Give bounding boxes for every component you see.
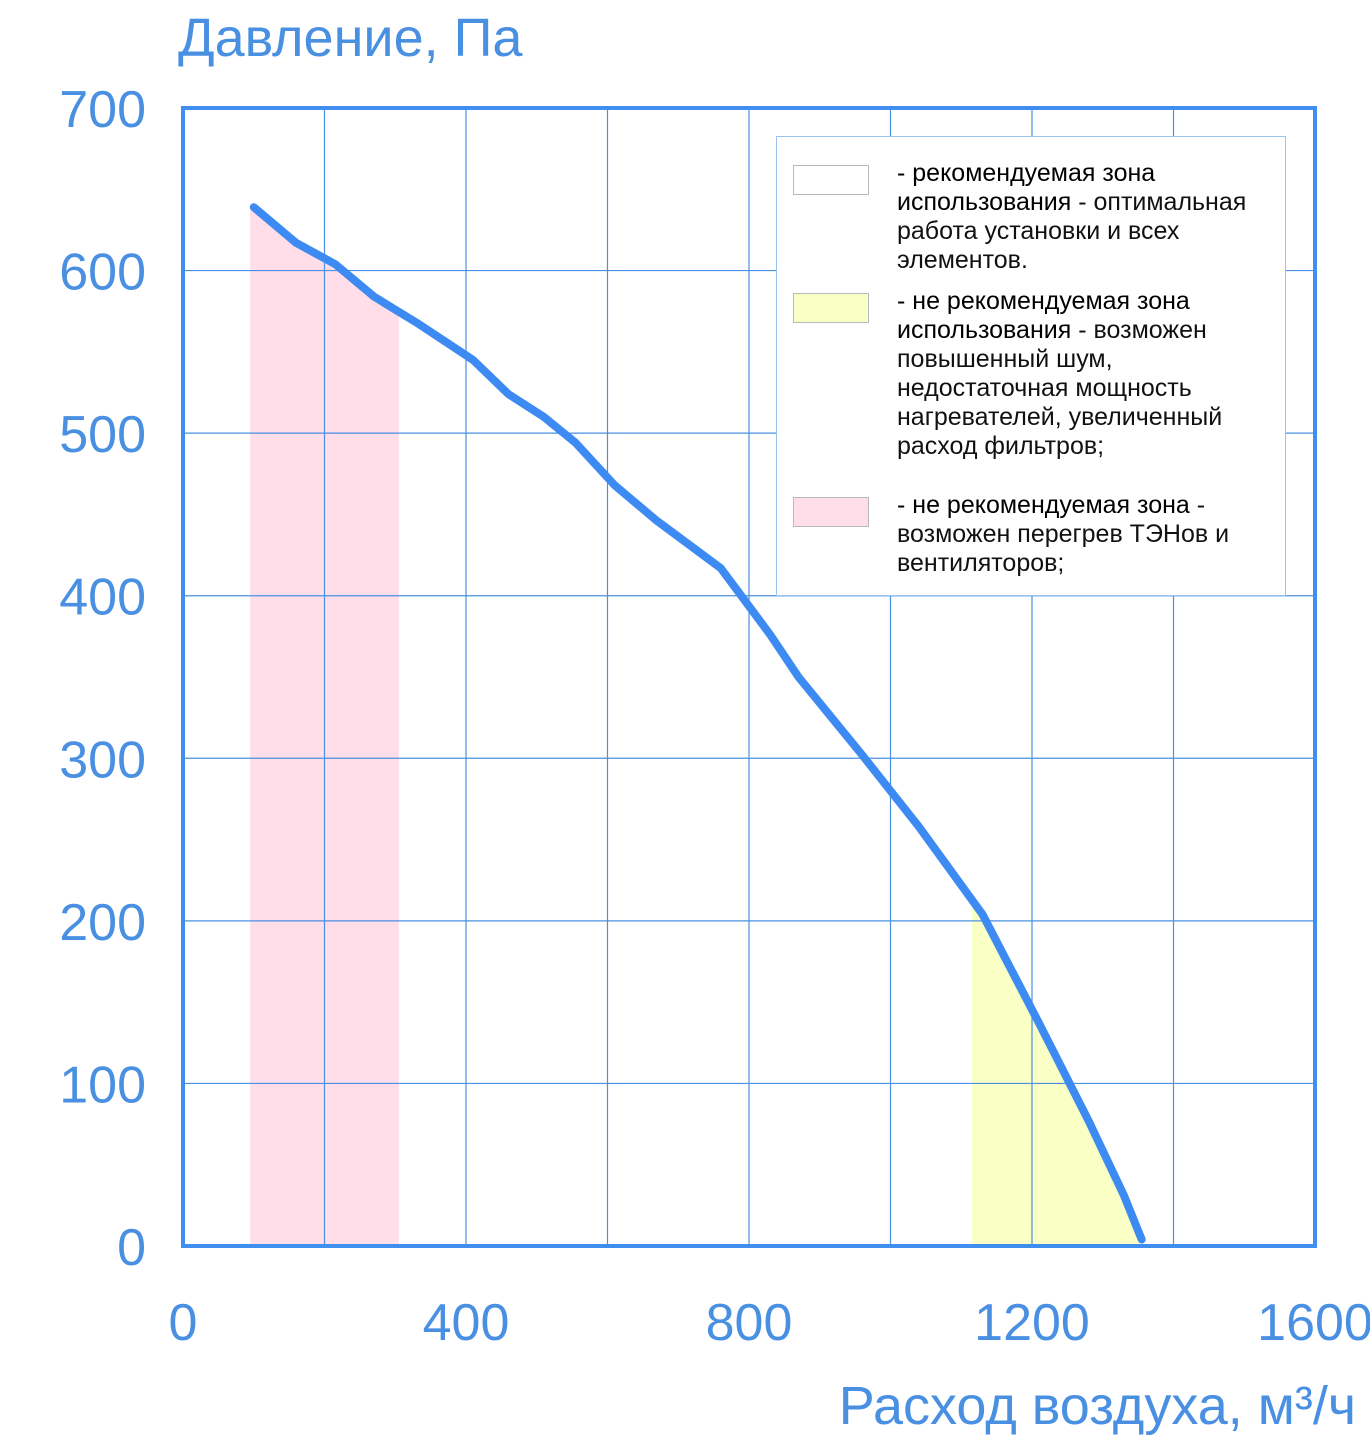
pressure-curve-group xyxy=(249,203,1146,1244)
x-tick-label: 0 xyxy=(169,1294,198,1352)
y-tick-label: 100 xyxy=(59,1056,146,1114)
x-tick-label: 400 xyxy=(423,1294,510,1352)
legend-swatch-white xyxy=(793,165,869,195)
legend-item-title: - рекомендуемая зона использования xyxy=(897,159,1156,216)
zone-high_flow xyxy=(971,899,1142,1246)
y-tick-label: 300 xyxy=(59,731,146,789)
legend-item-description: - возможен перегрев ТЭНов и вентиляторов… xyxy=(897,491,1230,577)
y-tick-label: 500 xyxy=(59,406,146,464)
y-axis-title: Давление, Па xyxy=(178,8,523,68)
legend-swatch-yellow xyxy=(793,293,869,323)
pressure-curve xyxy=(249,203,1146,1244)
x-tick-label: 1200 xyxy=(974,1294,1090,1352)
plot-frame xyxy=(181,106,1317,1248)
legend-item-description: - возможен повышенный шум, недостаточная… xyxy=(897,316,1223,460)
legend-item-description: - оптимальная работа установки и всех эл… xyxy=(897,188,1247,274)
y-tick-label: 200 xyxy=(59,894,146,952)
y-tick-label: 600 xyxy=(59,244,146,302)
tick-labels: 0 100 200 300 400 500 600 700 0 400 800 1200 1600 xyxy=(59,81,1370,1352)
legend-item-title: - не рекомендуемая зона использования xyxy=(897,287,1190,344)
legend: - рекомендуемая зона использования - опт… xyxy=(776,136,1286,596)
y-tick-label: 400 xyxy=(59,569,146,627)
y-tick-label: 0 xyxy=(117,1219,146,1277)
x-axis-title: Расход воздуха, м³/ч xyxy=(839,1376,1356,1436)
x-tick-label: 800 xyxy=(706,1294,793,1352)
legend-swatch-pink xyxy=(793,497,869,527)
legend-item-title: - не рекомендуемая зона xyxy=(897,491,1190,519)
x-tick-label: 1600 xyxy=(1257,1294,1370,1352)
y-tick-label: 700 xyxy=(59,81,146,139)
